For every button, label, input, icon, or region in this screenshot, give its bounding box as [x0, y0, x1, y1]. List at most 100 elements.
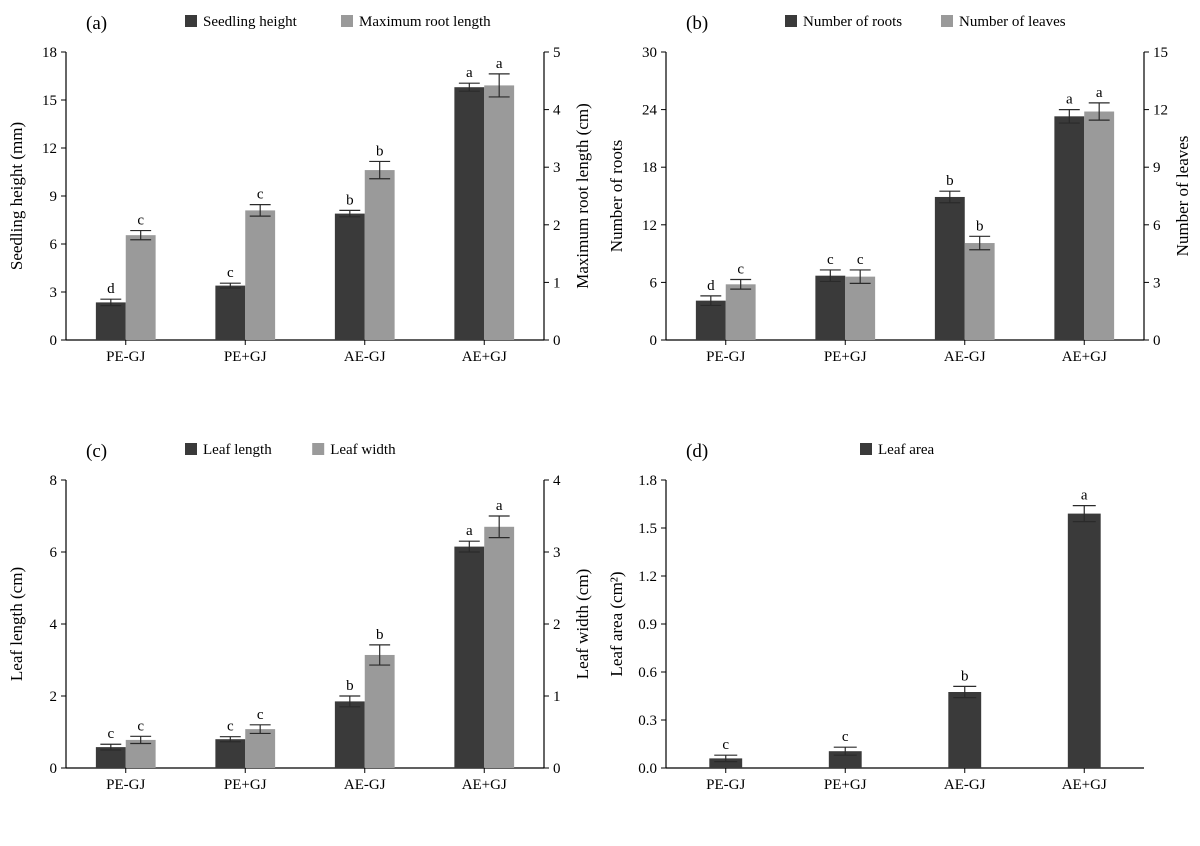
- bar-series2: [245, 210, 275, 340]
- x-tick-label: AE+GJ: [1062, 777, 1107, 793]
- x-tick-label: AE-GJ: [344, 777, 386, 793]
- y-right-tick-label: 6: [1153, 218, 1161, 234]
- x-tick-label: AE-GJ: [944, 349, 986, 365]
- y-left-tick-label: 18: [642, 160, 657, 176]
- panel-c: Leaf lengthLeaf width(c)0246801234PE-GJc…: [7, 441, 592, 793]
- y-right-tick-label: 1: [553, 689, 561, 705]
- sig-label: b: [346, 678, 354, 694]
- sig-label: c: [137, 718, 144, 734]
- sig-label: b: [976, 218, 984, 234]
- y-right-tick-label: 4: [553, 473, 561, 489]
- sig-label: a: [1096, 85, 1103, 101]
- bar-series1: [815, 276, 845, 340]
- sig-label: b: [376, 627, 384, 643]
- x-tick-label: AE+GJ: [462, 349, 507, 365]
- y-left-tick-label: 15: [42, 93, 57, 109]
- y-left-tick-label: 0.9: [638, 617, 657, 633]
- bar-series1: [96, 302, 126, 340]
- y-left-tick-label: 0: [50, 333, 58, 349]
- sig-label: c: [137, 213, 144, 229]
- x-tick-label: PE+GJ: [824, 777, 867, 793]
- panel-tag-c: (c): [86, 441, 107, 462]
- y-right-tick-label: 0: [553, 761, 561, 777]
- bar-series2: [126, 235, 156, 340]
- x-tick-label: PE+GJ: [824, 349, 867, 365]
- y-left-tick-label: 12: [642, 218, 657, 234]
- y-left-title: Leaf length (cm): [7, 567, 26, 681]
- y-left-tick-label: 6: [50, 237, 58, 253]
- y-left-tick-label: 18: [42, 45, 57, 61]
- y-right-title: Leaf width (cm): [573, 569, 592, 679]
- bar-series2: [126, 740, 156, 768]
- sig-label: c: [857, 252, 864, 268]
- y-right-tick-label: 12: [1153, 103, 1168, 119]
- bar-series2: [245, 729, 275, 768]
- bar-series1: [454, 87, 484, 340]
- panel-a: Seedling heightMaximum root length(a)036…: [7, 13, 592, 365]
- sig-label: c: [257, 707, 264, 723]
- sig-label: a: [496, 56, 503, 72]
- y-left-title: Leaf area (cm²): [607, 571, 626, 676]
- sig-label: b: [946, 173, 954, 189]
- sig-label: c: [827, 252, 834, 268]
- sig-label: c: [722, 737, 729, 753]
- sig-label: c: [227, 265, 234, 281]
- bar-series2: [365, 655, 395, 768]
- y-right-tick-label: 5: [553, 45, 561, 61]
- sig-label: a: [1066, 92, 1073, 108]
- y-left-tick-label: 2: [50, 689, 58, 705]
- bar-series1: [1068, 514, 1101, 768]
- sig-label: c: [227, 719, 234, 735]
- y-right-tick-label: 0: [1153, 333, 1161, 349]
- panel-tag-a: (a): [86, 13, 107, 34]
- legend-a: Seedling heightMaximum root length: [185, 14, 491, 30]
- x-tick-label: AE-GJ: [344, 349, 386, 365]
- legend-swatch-series1: [860, 443, 872, 455]
- y-right-tick-label: 2: [553, 617, 561, 633]
- y-right-tick-label: 3: [553, 545, 561, 561]
- y-left-title: Number of roots: [607, 140, 626, 252]
- bar-series1: [1054, 116, 1084, 340]
- y-right-title: Maximum root length (cm): [573, 103, 592, 289]
- bar-series1: [948, 692, 981, 768]
- legend-label-series1: Seedling height: [203, 14, 298, 30]
- legend-label-series2: Number of leaves: [959, 14, 1066, 30]
- legend-c: Leaf lengthLeaf width: [185, 442, 396, 458]
- legend-label-series1: Number of roots: [803, 14, 902, 30]
- sig-label: c: [842, 729, 849, 745]
- panel-b: Number of rootsNumber of leaves(b)061218…: [607, 13, 1192, 365]
- y-left-tick-label: 24: [642, 103, 658, 119]
- sig-label: d: [707, 278, 715, 294]
- y-left-tick-label: 6: [650, 275, 658, 291]
- bar-series1: [335, 701, 365, 768]
- y-left-tick-label: 1.8: [638, 473, 657, 489]
- bar-series2: [1084, 112, 1114, 340]
- bar-series1: [335, 214, 365, 340]
- y-right-tick-label: 4: [553, 103, 561, 119]
- bar-series2: [365, 170, 395, 340]
- y-right-tick-label: 0: [553, 333, 561, 349]
- y-left-tick-label: 1.2: [638, 569, 657, 585]
- sig-label: a: [1081, 488, 1088, 504]
- legend-d: Leaf area: [860, 442, 935, 458]
- y-left-tick-label: 0.3: [638, 713, 657, 729]
- bar-series1: [696, 301, 726, 340]
- legend-swatch-series2: [941, 15, 953, 27]
- y-right-tick-label: 1: [553, 275, 561, 291]
- y-right-tick-label: 15: [1153, 45, 1168, 61]
- panel-tag-d: (d): [686, 441, 708, 462]
- legend-swatch-series1: [785, 15, 797, 27]
- legend-label-series2: Leaf width: [330, 442, 396, 458]
- legend-label-series1: Leaf area: [878, 442, 935, 458]
- x-tick-label: AE-GJ: [944, 777, 986, 793]
- sig-label: a: [466, 65, 473, 81]
- legend-swatch-series1: [185, 443, 197, 455]
- legend-b: Number of roots Number of leaves: [785, 14, 1066, 30]
- bar-series2: [484, 85, 514, 340]
- x-tick-label: PE+GJ: [224, 777, 267, 793]
- sig-label: c: [737, 262, 744, 278]
- bar-series1: [454, 547, 484, 768]
- x-tick-label: PE-GJ: [706, 777, 745, 793]
- bar-series1: [215, 286, 245, 340]
- y-left-tick-label: 1.5: [638, 521, 657, 537]
